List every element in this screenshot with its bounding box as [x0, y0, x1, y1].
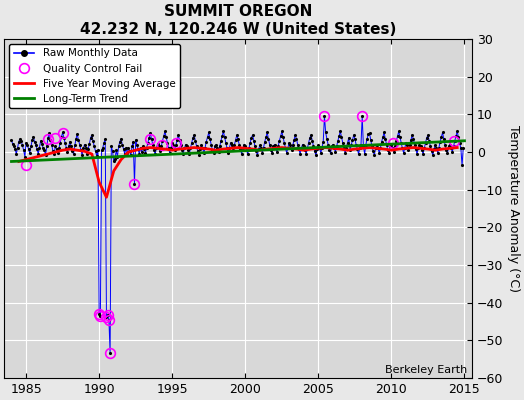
Legend: Raw Monthly Data, Quality Control Fail, Five Year Moving Average, Long-Term Tren: Raw Monthly Data, Quality Control Fail, …	[9, 44, 180, 108]
Title: SUMMIT OREGON
42.232 N, 120.246 W (United States): SUMMIT OREGON 42.232 N, 120.246 W (Unite…	[80, 4, 396, 36]
Text: Berkeley Earth: Berkeley Earth	[385, 364, 467, 374]
Y-axis label: Temperature Anomaly (°C): Temperature Anomaly (°C)	[507, 125, 520, 292]
